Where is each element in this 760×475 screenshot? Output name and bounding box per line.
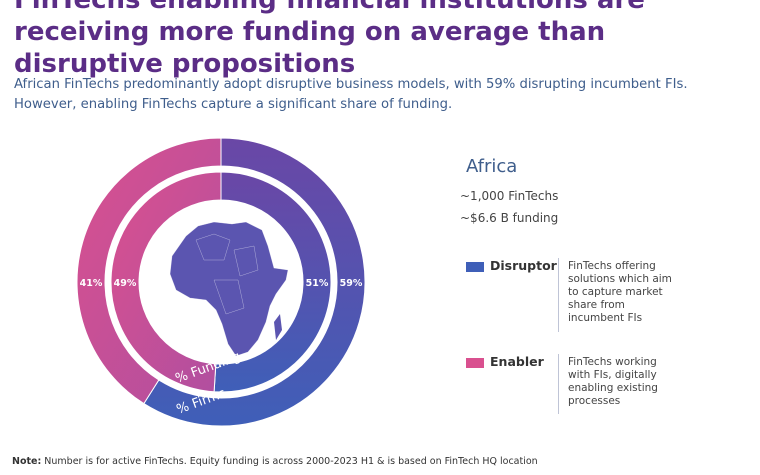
data-label-outer-enabler: 41% [80,278,103,289]
slice-outer-enabler [76,137,222,405]
legend-swatch-disruptor [466,262,484,272]
legend-label: Enabler [490,354,544,369]
legend-label: Disruptor [490,258,557,273]
divider [558,258,559,332]
legend-swatch-enabler [466,358,484,368]
fintech-count: ~1,000 FinTechs [460,189,559,203]
legend-description: FinTechs working with FIs, digitally ena… [568,356,658,407]
region-name: Africa [466,156,518,177]
divider [558,354,559,414]
page-title: FinTechs enabling financial institutions… [14,0,645,79]
note-text: Number is for active FinTechs. Equity fu… [44,456,538,467]
legend-description: FinTechs offering solutions which aim to… [568,260,672,324]
subtitle: African FinTechs predominantly adopt dis… [14,77,688,112]
data-label-outer-disruptor: 59% [340,278,363,289]
data-label-inner-disruptor: 51% [306,278,329,289]
note-label: Note: [12,456,42,467]
africa-map-icon [169,221,289,357]
slice-inner-disruptor [213,171,332,393]
funding-total: ~$6.6 B funding [460,211,559,225]
slice-inner-enabler [110,171,222,393]
footnote: Note: Number is for active FinTechs. Equ… [12,456,752,467]
slice-outer-disruptor [143,137,366,427]
data-label-inner-enabler: 49% [114,278,137,289]
